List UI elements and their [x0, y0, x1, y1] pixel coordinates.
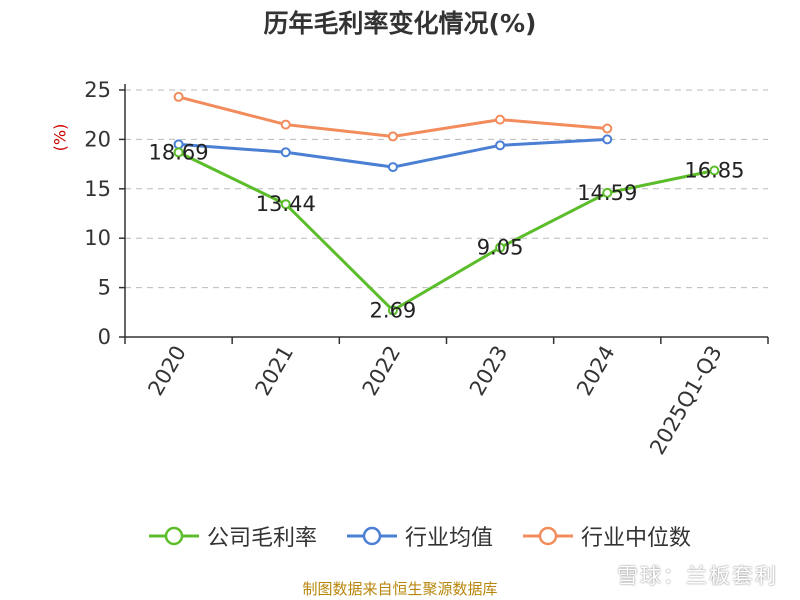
y-tick-label: 15: [84, 177, 111, 201]
legend-company-label: 公司毛利率: [206, 526, 317, 551]
data-point-industry_median: [173, 91, 184, 102]
data-label: 2.69: [370, 298, 417, 322]
legend-item-company[interactable]: 公司毛利率: [148, 520, 317, 552]
source-note: 制图数据来自恒生聚源数据库: [302, 580, 498, 598]
x-tick-label: 2025Q1-Q3: [645, 342, 727, 459]
series-line-company: [177, 150, 715, 313]
legend-item-industry-median[interactable]: 行业中位数: [523, 520, 691, 552]
y-tick-label: 10: [84, 226, 111, 250]
data-label: 16.85: [684, 159, 744, 183]
data-point-company: [280, 199, 291, 210]
x-tick-label: 2023: [465, 342, 513, 400]
data-point-company: [173, 147, 184, 158]
data-point-industry_avg: [495, 140, 506, 151]
chart-title: 历年毛利率变化情况(%): [263, 9, 537, 38]
data-point-industry_median: [280, 119, 291, 130]
legend-item-industry-avg[interactable]: 行业均值: [346, 520, 493, 552]
data-point-industry_avg: [280, 147, 291, 158]
legend-industry-median-swatch-icon: [523, 526, 573, 546]
data-label: 13.44: [256, 192, 316, 216]
legend-company-swatch-icon: [148, 526, 199, 546]
data-point-company: [602, 187, 613, 198]
legend-industry-avg-label: 行业均值: [404, 526, 493, 551]
y-tick-label: 5: [98, 276, 111, 300]
data-label: 9.05: [477, 236, 524, 260]
data-label: 14.59: [577, 181, 637, 205]
data-point-company: [387, 305, 398, 316]
data-label: 18.69: [149, 140, 209, 164]
y-tick-label: 25: [84, 78, 111, 102]
data-point-industry_avg: [602, 134, 613, 145]
data-point-industry_median: [495, 114, 506, 125]
x-tick-label: 2024: [572, 342, 620, 400]
data-point-industry_median: [387, 131, 398, 142]
legend: 公司毛利率 行业均值 行业中位数: [120, 520, 720, 552]
data-point-company: [495, 242, 506, 253]
data-point-industry_avg: [387, 162, 398, 173]
data-point-industry_median: [602, 123, 613, 134]
watermark: 雪球：兰板套利: [617, 564, 778, 588]
y-tick-label: 0: [98, 325, 111, 349]
legend-industry-avg-swatch-icon: [346, 526, 397, 546]
x-tick-label: 2021: [251, 342, 299, 400]
legend-industry-median-label: 行业中位数: [581, 526, 692, 551]
x-tick-label: 2020: [143, 342, 191, 400]
data-point-company: [709, 165, 720, 176]
series-line-industry_median: [178, 95, 608, 138]
y-tick-label: 20: [84, 127, 111, 151]
x-tick-label: 2022: [358, 342, 406, 400]
